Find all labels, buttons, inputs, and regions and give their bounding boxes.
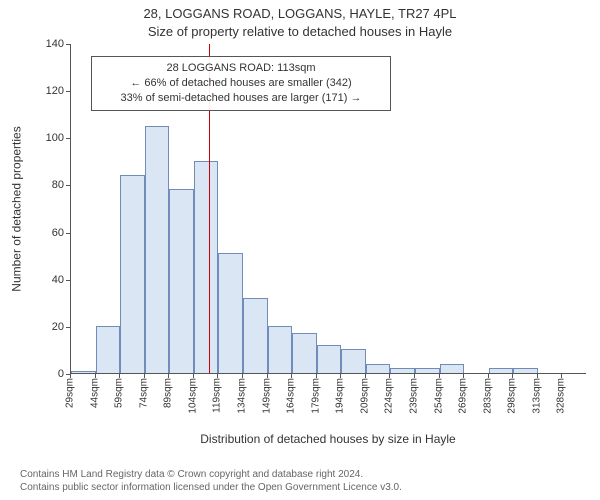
- x-tick-mark: [316, 374, 317, 378]
- y-tick-label: 20: [34, 321, 64, 333]
- y-tick-mark: [66, 44, 70, 45]
- y-tick-mark: [66, 185, 70, 186]
- footer-line2: Contains public sector information licen…: [20, 481, 580, 494]
- histogram-bar: [513, 368, 538, 373]
- x-tick-mark: [537, 374, 538, 378]
- chart-title-address: 28, LOGGANS ROAD, LOGGANS, HAYLE, TR27 4…: [0, 6, 600, 21]
- histogram-bar: [169, 189, 194, 373]
- chart-title-subtitle: Size of property relative to detached ho…: [0, 24, 600, 39]
- x-tick-label: 254sqm: [433, 378, 444, 414]
- x-tick-mark: [561, 374, 562, 378]
- histogram-bar: [120, 175, 145, 373]
- y-axis-label: Number of detached properties: [8, 44, 26, 374]
- x-tick-label: 29sqm: [65, 378, 76, 408]
- histogram-bar: [489, 368, 514, 373]
- histogram-bar: [268, 326, 293, 373]
- x-tick-mark: [168, 374, 169, 378]
- histogram-bar: [366, 364, 391, 373]
- y-tick-label: 40: [34, 274, 64, 286]
- histogram-bar: [317, 345, 342, 373]
- x-tick-mark: [340, 374, 341, 378]
- x-tick-label: 224sqm: [384, 378, 395, 414]
- x-tick-mark: [144, 374, 145, 378]
- chart-container: 28, LOGGANS ROAD, LOGGANS, HAYLE, TR27 4…: [0, 0, 600, 500]
- annotation-line1: 28 LOGGANS ROAD: 113sqm: [100, 61, 382, 76]
- x-tick-label: 134sqm: [237, 378, 248, 414]
- y-tick-mark: [66, 327, 70, 328]
- y-tick-label: 100: [34, 132, 64, 144]
- x-tick-mark: [70, 374, 71, 378]
- histogram-bar: [440, 364, 465, 373]
- x-tick-label: 149sqm: [261, 378, 272, 414]
- x-tick-label: 209sqm: [359, 378, 370, 414]
- y-tick-mark: [66, 233, 70, 234]
- x-tick-mark: [242, 374, 243, 378]
- annotation-line2: ← 66% of detached houses are smaller (34…: [100, 76, 382, 91]
- x-tick-label: 164sqm: [286, 378, 297, 414]
- footer-line1: Contains HM Land Registry data © Crown c…: [20, 468, 580, 481]
- histogram-bar: [71, 371, 96, 373]
- y-tick-label: 120: [34, 85, 64, 97]
- y-tick-label: 140: [34, 38, 64, 50]
- histogram-bar: [96, 326, 121, 373]
- y-tick-label: 60: [34, 227, 64, 239]
- x-tick-mark: [512, 374, 513, 378]
- x-tick-label: 283sqm: [482, 378, 493, 414]
- x-tick-mark: [267, 374, 268, 378]
- x-tick-label: 328sqm: [556, 378, 567, 414]
- histogram-bar: [243, 298, 268, 373]
- x-tick-label: 119sqm: [212, 378, 223, 413]
- x-tick-mark: [389, 374, 390, 378]
- x-tick-label: 74sqm: [138, 378, 149, 408]
- x-tick-mark: [365, 374, 366, 378]
- x-tick-label: 313sqm: [531, 378, 542, 414]
- histogram-bar: [218, 253, 243, 373]
- histogram-bar: [194, 161, 219, 373]
- footer-attribution: Contains HM Land Registry data © Crown c…: [20, 468, 580, 494]
- x-tick-mark: [119, 374, 120, 378]
- y-tick-label: 80: [34, 179, 64, 191]
- histogram-bar: [341, 349, 366, 373]
- x-tick-label: 239sqm: [409, 378, 420, 414]
- x-tick-label: 194sqm: [335, 378, 346, 414]
- x-tick-mark: [414, 374, 415, 378]
- y-tick-mark: [66, 91, 70, 92]
- x-tick-mark: [217, 374, 218, 378]
- x-tick-mark: [95, 374, 96, 378]
- x-axis-label: Distribution of detached houses by size …: [70, 432, 586, 446]
- histogram-bar: [415, 368, 440, 373]
- x-tick-label: 59sqm: [114, 378, 125, 408]
- x-tick-label: 104sqm: [187, 378, 198, 414]
- x-tick-mark: [463, 374, 464, 378]
- histogram-bar: [292, 333, 317, 373]
- x-tick-label: 298sqm: [507, 378, 518, 414]
- x-tick-mark: [488, 374, 489, 378]
- x-tick-mark: [291, 374, 292, 378]
- x-tick-mark: [439, 374, 440, 378]
- y-tick-label: 0: [34, 368, 64, 380]
- x-tick-label: 269sqm: [458, 378, 469, 414]
- x-tick-label: 89sqm: [163, 378, 174, 408]
- y-tick-mark: [66, 138, 70, 139]
- y-tick-mark: [66, 280, 70, 281]
- annotation-box: 28 LOGGANS ROAD: 113sqm ← 66% of detache…: [91, 56, 391, 111]
- annotation-line3: 33% of semi-detached houses are larger (…: [100, 91, 382, 106]
- histogram-bar: [390, 368, 415, 373]
- x-tick-label: 179sqm: [310, 378, 321, 414]
- histogram-bar: [145, 126, 170, 374]
- x-tick-mark: [193, 374, 194, 378]
- plot-area: 28 LOGGANS ROAD: 113sqm ← 66% of detache…: [70, 44, 586, 374]
- x-tick-label: 44sqm: [89, 378, 100, 408]
